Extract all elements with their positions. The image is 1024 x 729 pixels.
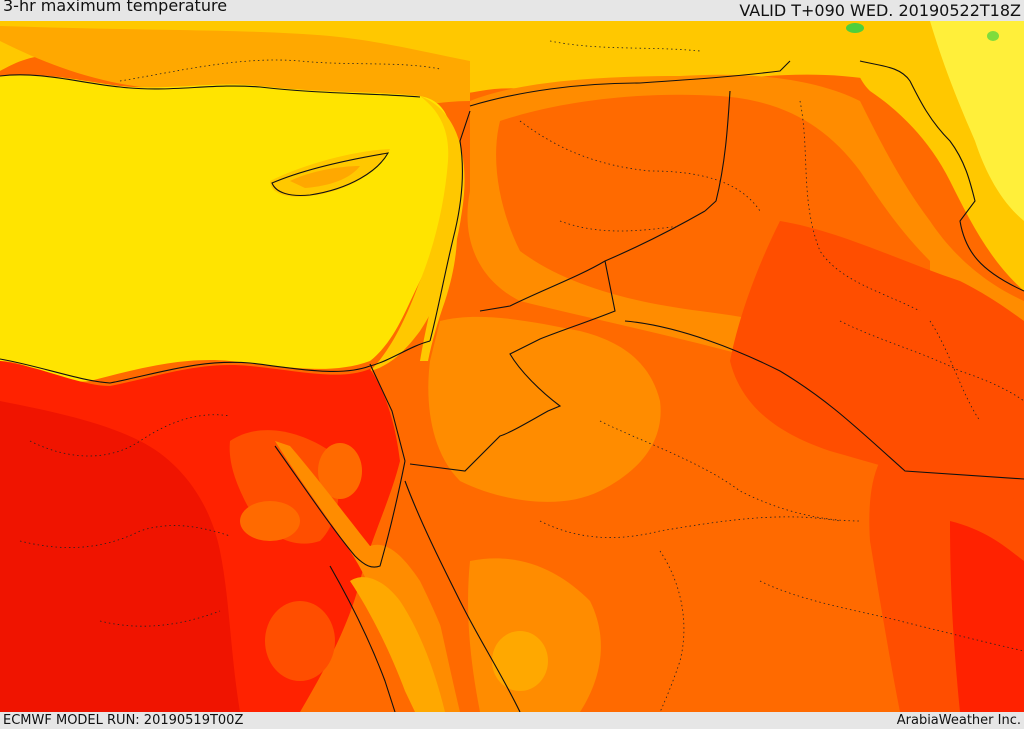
southeast-deep — [950, 521, 1024, 712]
green-patch — [846, 23, 864, 33]
northern-band-amber — [0, 26, 470, 109]
coastline-levant — [429, 110, 471, 342]
temperature-map-svg — [0, 21, 1024, 712]
red-sea-amber — [350, 577, 445, 712]
cyprus-inner — [290, 166, 360, 188]
jordan-orange — [428, 316, 661, 502]
mediterranean-sea — [0, 74, 452, 382]
province-borders — [19, 40, 1024, 712]
turkey-coast — [0, 74, 421, 98]
model-run-label: ECMWF MODEL RUN: 20190519T00Z — [3, 713, 244, 728]
coastline-sinai-gulf — [274, 445, 406, 568]
map-header: 3-hr maximum temperature VALID T+090 WED… — [0, 0, 1024, 21]
northeast-lighter — [930, 21, 1024, 221]
credit-label: ArabiaWeather Inc. — [896, 713, 1021, 728]
border-saudi-iraq — [624, 320, 1024, 480]
border-egypt-israel — [369, 363, 406, 462]
iraq-orange-red — [730, 221, 1024, 501]
coastline-redsea-east — [404, 480, 521, 712]
levant-coast-light — [420, 181, 458, 361]
sea-coast-amber — [370, 96, 465, 371]
egypt-deep-red — [0, 401, 240, 712]
map-footer: ECMWF MODEL RUN: 20190519T00Z ArabiaWeat… — [0, 712, 1024, 729]
egypt-patch-3 — [265, 601, 335, 681]
temperature-map — [0, 21, 1024, 712]
border-saudi-jordan — [409, 260, 616, 472]
cyprus-outline — [271, 152, 390, 197]
valid-time-label: VALID T+090 WED. 20190522T18Z — [739, 1, 1021, 20]
green-patch-2 — [987, 31, 999, 41]
border-syria-iraq — [469, 60, 791, 212]
map-title: 3-hr maximum temperature — [3, 0, 228, 15]
egypt-patch-1 — [240, 501, 300, 541]
egypt-patch-2 — [318, 443, 362, 499]
coastline-redsea-west — [329, 565, 396, 712]
country-borders — [0, 60, 1024, 712]
coastline-egypt — [0, 340, 431, 384]
saudi-patch — [492, 631, 548, 691]
border-iran — [859, 60, 1024, 292]
